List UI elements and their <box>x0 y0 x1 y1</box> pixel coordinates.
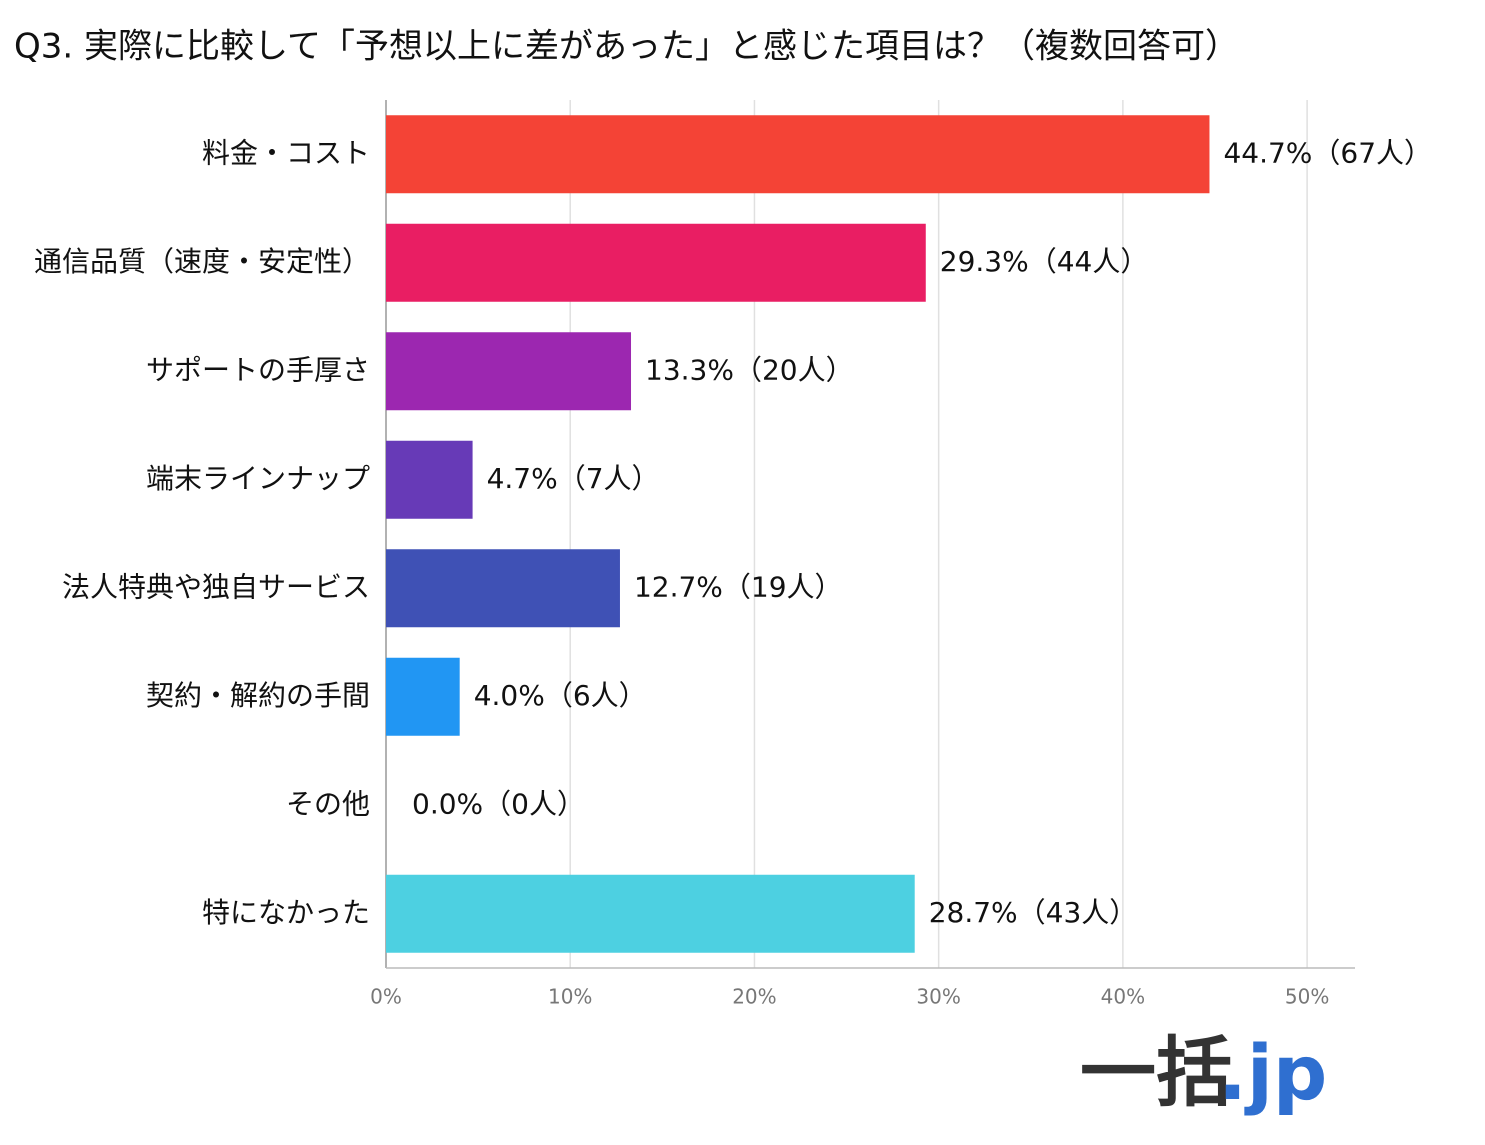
logo-main: 一括 <box>1080 1028 1232 1117</box>
category-label: 法人特典や独自サービス <box>62 570 370 603</box>
category-label: 特になかった <box>202 896 370 929</box>
category-label: サポートの手厚さ <box>146 353 370 386</box>
value-label: 4.0%（6人） <box>474 679 647 712</box>
bar <box>386 549 620 628</box>
logo-suffix: .jp <box>1218 1028 1327 1117</box>
bar <box>386 223 926 302</box>
x-tick-label: 20% <box>732 985 776 1009</box>
value-label: 44.7%（67人） <box>1223 136 1432 169</box>
value-label: 0.0%（0人） <box>412 787 585 820</box>
bar <box>386 440 473 519</box>
category-label: 通信品質（速度・安定性） <box>34 245 370 278</box>
chart-title: Q3. 実際に比較して「予想以上に差があった」と感じた項目は？（複数回答可） <box>14 27 1239 67</box>
value-label: 28.7%（43人） <box>929 896 1138 929</box>
bar <box>386 657 460 736</box>
bar <box>386 332 632 411</box>
x-tick-label: 10% <box>548 985 592 1009</box>
value-label: 12.7%（19人） <box>634 570 843 603</box>
x-tick-label: 50% <box>1285 985 1329 1009</box>
x-tick-label: 30% <box>916 985 960 1009</box>
category-label: 端末ラインナップ <box>146 462 370 495</box>
x-tick-label: 40% <box>1101 985 1145 1009</box>
bar <box>386 874 915 953</box>
category-label: 契約・解約の手間 <box>146 679 370 712</box>
value-label: 13.3%（20人） <box>645 353 854 386</box>
value-label: 4.7%（7人） <box>487 462 660 495</box>
bar <box>386 115 1210 194</box>
value-label: 29.3%（44人） <box>940 245 1149 278</box>
x-tick-label: 0% <box>370 985 402 1009</box>
category-label: 料金・コスト <box>202 136 370 169</box>
category-label: その他 <box>286 787 370 820</box>
